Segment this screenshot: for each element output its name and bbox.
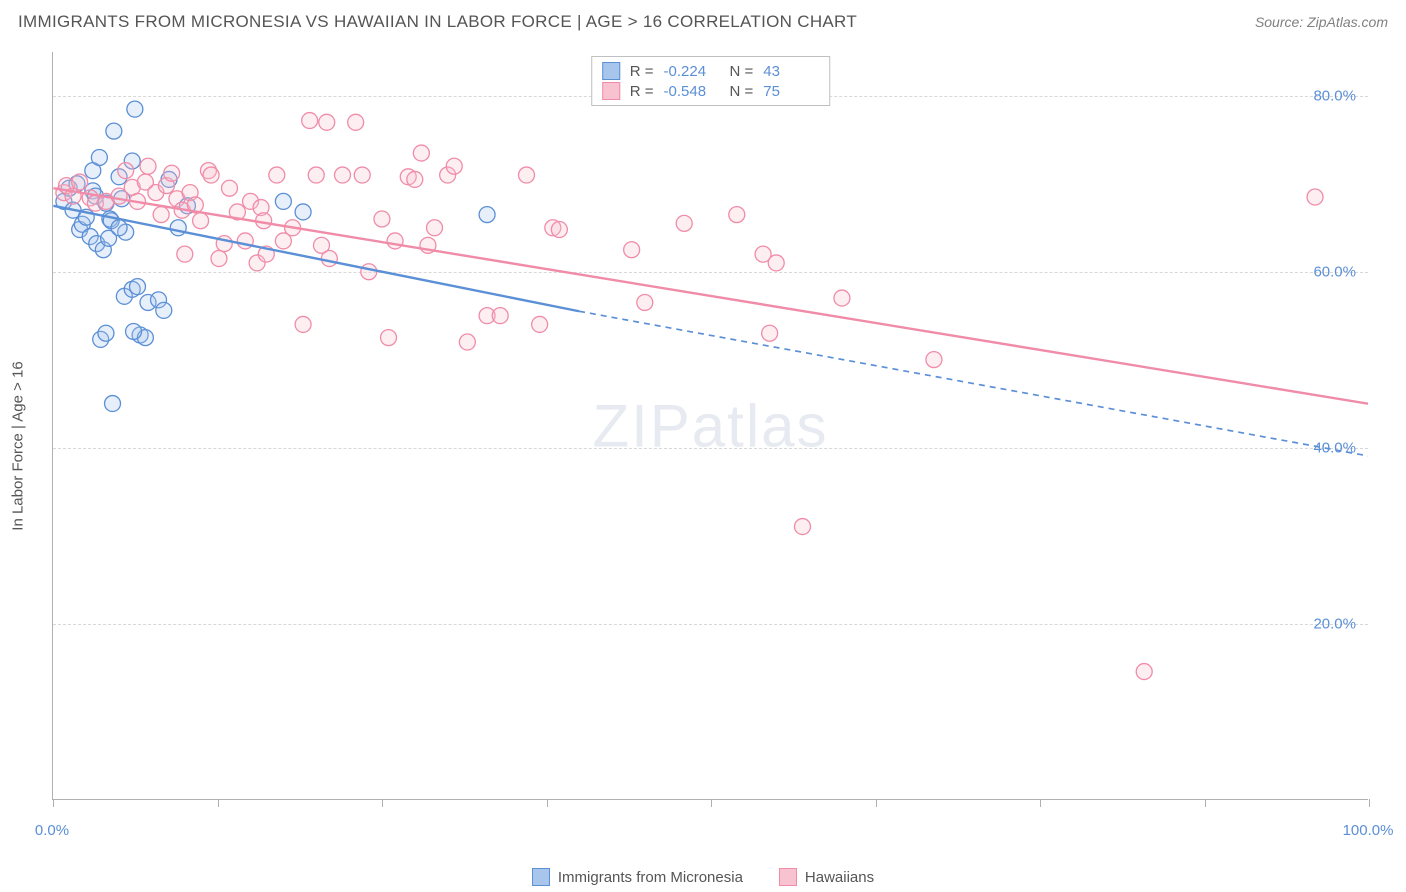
legend-label-series2: Hawaiians bbox=[805, 869, 874, 886]
legend-n-value-series1: 43 bbox=[763, 63, 819, 80]
legend-bottom: Immigrants from Micronesia Hawaiians bbox=[0, 868, 1406, 886]
legend-row-series1: R = -0.224 N = 43 bbox=[602, 61, 820, 81]
scatter-svg bbox=[53, 52, 1368, 799]
y-axis-label: In Labor Force | Age > 16 bbox=[10, 361, 27, 530]
legend-r-value-series1: -0.224 bbox=[664, 63, 720, 80]
legend-swatch-icon bbox=[779, 868, 797, 886]
legend-label-series1: Immigrants from Micronesia bbox=[558, 869, 743, 886]
chart-plot-area: R = -0.224 N = 43 R = -0.548 N = 75 ZIPa… bbox=[52, 52, 1368, 800]
legend-swatch-icon bbox=[532, 868, 550, 886]
legend-correlation-box: R = -0.224 N = 43 R = -0.548 N = 75 bbox=[591, 56, 831, 106]
chart-title: IMMIGRANTS FROM MICRONESIA VS HAWAIIAN I… bbox=[18, 12, 857, 32]
legend-swatch-series1 bbox=[602, 62, 620, 80]
legend-row-series2: R = -0.548 N = 75 bbox=[602, 81, 820, 101]
legend-n-label: N = bbox=[730, 83, 754, 100]
source-label: Source: ZipAtlas.com bbox=[1255, 14, 1388, 30]
legend-item-series1: Immigrants from Micronesia bbox=[532, 868, 743, 886]
legend-r-label: R = bbox=[630, 63, 654, 80]
legend-n-label: N = bbox=[730, 63, 754, 80]
x-tick-label: 0.0% bbox=[35, 822, 69, 839]
legend-n-value-series2: 75 bbox=[763, 83, 819, 100]
legend-swatch-series2 bbox=[602, 82, 620, 100]
x-tick-label: 100.0% bbox=[1343, 822, 1394, 839]
legend-r-label: R = bbox=[630, 83, 654, 100]
legend-r-value-series2: -0.548 bbox=[664, 83, 720, 100]
legend-item-series2: Hawaiians bbox=[779, 868, 874, 886]
